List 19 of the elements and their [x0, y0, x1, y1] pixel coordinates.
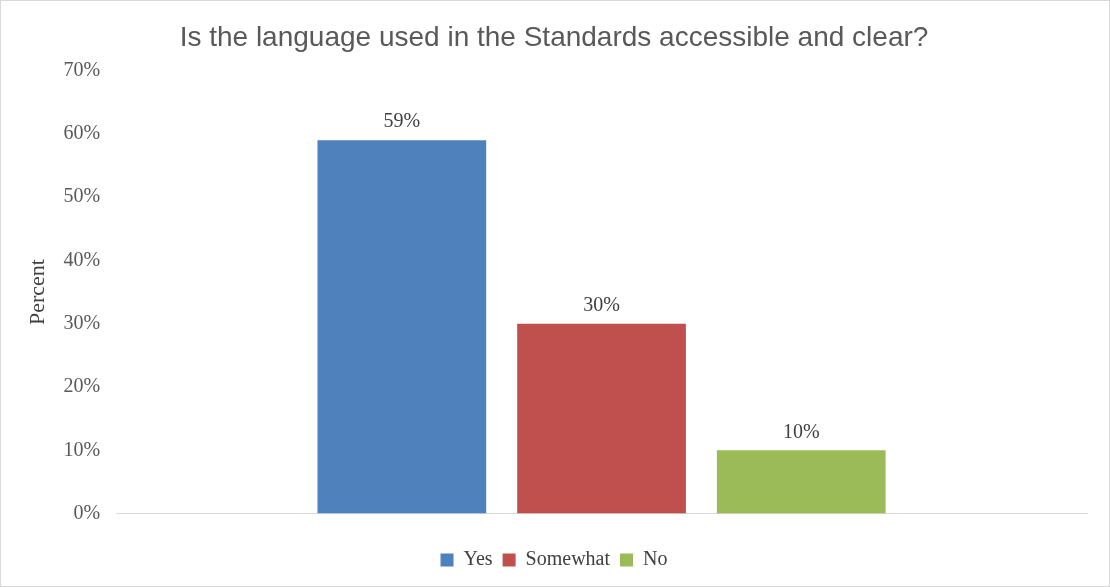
y-tick-label: 50%: [63, 184, 101, 207]
y-tick-label: 40%: [63, 247, 101, 270]
y-tick-label: 10%: [63, 437, 101, 460]
y-tick-label: 20%: [63, 374, 101, 397]
legend-label: Somewhat: [525, 547, 611, 570]
bar: [716, 450, 886, 514]
y-tick-label: 70%: [63, 57, 101, 80]
chart-title: Is the language used in the Standards accessible and clear?: [179, 20, 929, 52]
y-tick-label: 0%: [73, 500, 101, 523]
legend-label: Yes: [463, 547, 493, 570]
bar: [317, 140, 487, 514]
data-label: 30%: [583, 292, 620, 315]
bar: [517, 323, 686, 514]
y-tick-label: 30%: [63, 310, 101, 333]
data-label: 10%: [782, 419, 820, 442]
y-tick-label: 60%: [63, 121, 101, 144]
legend-label: No: [643, 547, 668, 570]
y-axis-title: Percent: [23, 259, 49, 326]
data-label: 59%: [383, 109, 421, 132]
